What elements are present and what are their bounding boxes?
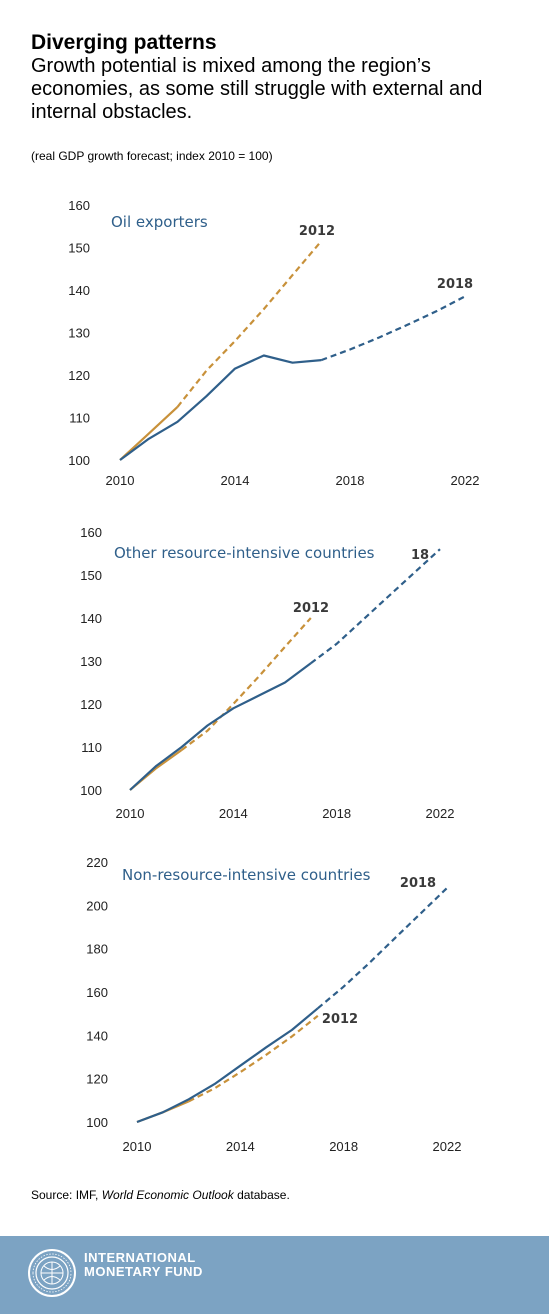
x-tick-label: 2014 [219,806,248,821]
series-line-2018-actual [119,354,322,461]
y-tick-label: 220 [86,855,108,870]
y-tick-label: 100 [80,783,102,798]
source-publication: World Economic Outlook [101,1188,234,1202]
series-label: 2012 [299,224,335,239]
y-tick-label: 120 [68,368,90,383]
series-label: 2018 [400,876,436,891]
panel-label: Other resource-intensive countries [114,544,375,562]
y-tick-label: 100 [86,1115,108,1130]
x-tick-label: 2010 [106,473,135,488]
org-name-line1: INTERNATIONAL [84,1250,196,1265]
y-tick-label: 160 [68,198,90,213]
x-tick-label: 2014 [221,473,250,488]
series-line-2012-forecast [181,617,312,751]
series-line-18-forecast [310,548,441,665]
y-tick-label: 130 [68,326,90,341]
y-tick-label: 160 [80,525,102,540]
source-note: Source: IMF, World Economic Outlook data… [31,1188,290,1202]
source-prefix: Source: IMF, [31,1188,102,1202]
units-note: (real GDP growth forecast; index 2010 = … [31,149,273,163]
y-tick-label: 100 [68,453,90,468]
x-tick-label: 2014 [226,1139,255,1154]
series-line-2018-forecast [317,887,448,1010]
chart-oil-exporters-svg: 100 110 120 130 140 150 160 2010 2014 2018 2022 Oil… [68,198,480,488]
series-line-2012-forecast [188,1014,319,1103]
x-tick-label: 2018 [329,1139,358,1154]
chart-other-resource-intensive-svg: 100 110 120 130 140 150 160 2010 2014 2018 2022 Oth… [80,525,455,821]
chart-title: Diverging patterns [31,31,217,54]
y-tick-label: 150 [80,568,102,583]
source-suffix: database. [233,1188,290,1202]
footer-bar: INTERNATIONAL MONETARY FUND [0,1236,549,1314]
chart-other-resource-intensive: 100 110 120 130 140 150 160 2010 2014 2018 2022 Oth… [0,520,549,830]
y-tick-label: 140 [68,283,90,298]
series-label: 2012 [322,1012,358,1027]
series-label: 2018 [437,277,473,292]
y-tick-label: 120 [86,1072,108,1087]
org-name-line2: MONETARY FUND [84,1264,203,1279]
org-name: INTERNATIONAL MONETARY FUND [84,1251,203,1279]
y-tick-label: 110 [81,740,102,755]
chart-oil-exporters: 100 110 120 130 140 150 160 2010 2014 2018 2022 Oil… [0,190,549,500]
x-tick-label: 2022 [426,806,455,821]
series-line-2012-actual [119,406,179,461]
y-tick-label: 120 [80,697,102,712]
chart-non-resource-intensive: 100 120 140 160 180 200 220 2010 2014 2018 2022 Non… [0,850,549,1160]
series-line-2018-actual [136,1007,319,1124]
series-label: 18 [411,548,429,563]
panel-label: Oil exporters [111,213,208,231]
y-tick-label: 140 [86,1028,108,1043]
y-tick-label: 160 [86,985,108,1000]
x-tick-label: 2018 [336,473,365,488]
imf-seal-icon [28,1249,76,1297]
chart-subtitle: Growth potential is mixed among the regi… [31,55,483,123]
x-tick-label: 2022 [433,1139,462,1154]
y-tick-label: 140 [80,611,102,626]
series-line-2018-forecast [320,295,466,362]
series-line-2012-forecast [176,240,323,408]
series-label: 2012 [293,601,329,616]
y-tick-label: 150 [68,241,90,256]
panel-label: Non-resource-intensive countries [122,866,371,884]
x-tick-label: 2022 [451,473,480,488]
y-tick-label: 180 [86,942,108,957]
x-tick-label: 2010 [116,806,145,821]
series-line-18-actual [129,662,312,791]
y-tick-label: 110 [69,411,90,426]
y-tick-label: 200 [86,898,108,913]
chart-non-resource-intensive-svg: 100 120 140 160 180 200 220 2010 2014 2018 2022 Non… [86,855,462,1154]
x-tick-label: 2018 [322,806,351,821]
y-tick-label: 130 [80,654,102,669]
x-tick-label: 2010 [123,1139,152,1154]
